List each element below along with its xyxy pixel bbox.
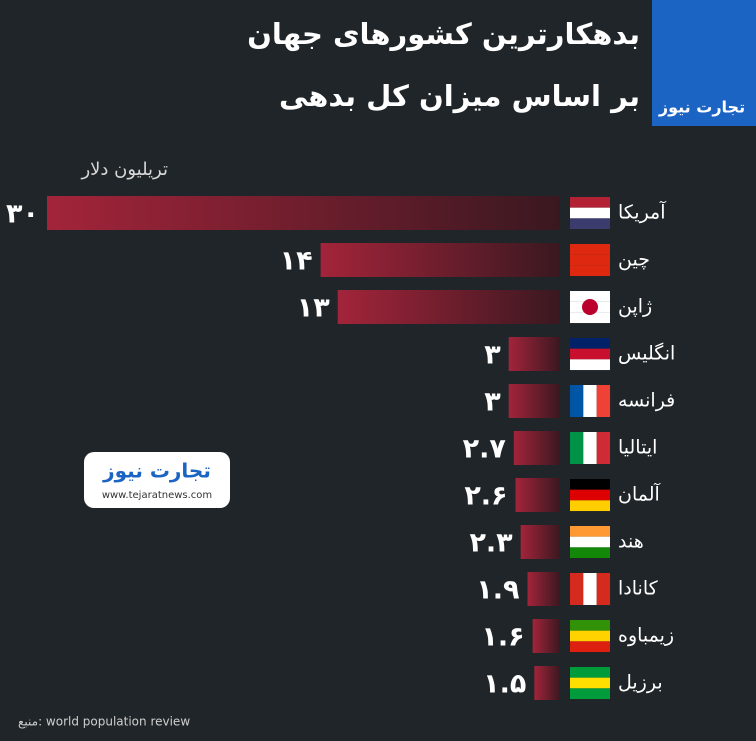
flag-stripe — [570, 207, 610, 219]
flag-stripe — [570, 244, 610, 255]
flag-stripe — [570, 479, 610, 490]
flag — [570, 432, 611, 464]
flag — [570, 244, 610, 277]
logo-card-bg — [84, 452, 230, 508]
flag-stripe — [570, 667, 610, 678]
flag-disc — [582, 299, 598, 315]
category-label: چین — [618, 249, 650, 271]
bar — [47, 196, 560, 230]
flag-stripe — [570, 500, 610, 512]
category-label: آمریکا — [618, 200, 666, 224]
flag-stripe — [570, 254, 610, 266]
unit-label: تریلیون دلار — [80, 159, 168, 180]
flag — [570, 338, 610, 371]
flag — [570, 526, 610, 559]
bar — [520, 525, 560, 559]
source: منبع: world population review — [18, 715, 190, 729]
flag-stripe — [570, 348, 610, 360]
flag — [570, 291, 610, 324]
category-label: ژاپن — [618, 296, 652, 318]
flag-stripe — [570, 359, 610, 371]
value-label: ۱.۵ — [483, 669, 526, 700]
logo-text: تجارت نیوز — [658, 98, 745, 117]
category-label: کانادا — [618, 578, 659, 600]
logo-card: تجارت نیوز www.tejaratnews.com — [84, 452, 230, 508]
flag-stripe — [570, 197, 610, 208]
flag-stripe — [570, 620, 610, 631]
flag — [570, 385, 611, 417]
flag — [570, 197, 610, 230]
flag-stripe — [583, 432, 597, 464]
value-label: ۲.۷ — [463, 434, 507, 465]
bar — [532, 619, 560, 653]
bar — [513, 431, 560, 465]
logo-card-site: www.tejaratnews.com — [102, 490, 212, 501]
flag-stripe — [570, 385, 584, 417]
bar — [320, 243, 560, 277]
flag — [570, 667, 610, 700]
flag-stripe — [570, 536, 610, 548]
category-label: انگلیس — [618, 342, 675, 365]
bar — [337, 290, 560, 324]
bar — [527, 572, 560, 606]
value-label: ۱۳ — [297, 293, 330, 324]
flag-stripe — [570, 630, 610, 642]
category-label: برزیل — [618, 672, 663, 694]
logo-box — [652, 0, 756, 126]
category-label: فرانسه — [618, 390, 675, 412]
value-label: ۲.۶ — [464, 481, 507, 512]
flag-stripe — [570, 312, 610, 324]
category-label: ایتالیا — [618, 437, 657, 459]
flag — [570, 620, 610, 653]
category-label: آلمان — [618, 482, 661, 506]
flag-stripe — [583, 385, 597, 417]
bar — [508, 384, 560, 418]
flag-stripe — [596, 573, 611, 605]
flag-stripe — [570, 265, 610, 277]
flag-stripe — [570, 573, 584, 605]
flag-stripe — [583, 573, 597, 605]
chart-title: بدهکارترین کشورهای جهان — [247, 17, 640, 51]
flag-stripe — [570, 547, 610, 559]
category-label: هند — [618, 531, 644, 553]
logo-card-name: تجارت نیوز — [102, 459, 211, 483]
value-label: ۱.۹ — [476, 575, 519, 606]
flag-stripe — [596, 432, 611, 464]
flag-stripe — [570, 218, 610, 230]
flag-stripe — [570, 641, 610, 653]
flag — [570, 573, 611, 605]
bar — [534, 666, 560, 700]
flag-stripe — [570, 432, 584, 464]
flag — [570, 479, 610, 512]
value-label: ۱.۶ — [481, 622, 524, 653]
flag-stripe — [570, 338, 610, 349]
bar — [508, 337, 560, 371]
flag-stripe — [570, 677, 610, 689]
flag-stripe — [570, 688, 610, 700]
value-label: ۱۴ — [280, 246, 313, 277]
flag-stripe — [570, 291, 610, 302]
value-label: ۳ — [484, 387, 501, 418]
flag-stripe — [570, 526, 610, 537]
flag-stripe — [570, 489, 610, 501]
value-label: ۳۰ — [6, 199, 39, 230]
value-label: ۲.۳ — [469, 528, 513, 559]
flag-stripe — [596, 385, 611, 417]
bar — [515, 478, 560, 512]
category-label: زیمباوه — [618, 625, 674, 647]
chart-subtitle: بر اساس میزان کل بدهی — [279, 79, 640, 113]
value-label: ۳ — [484, 340, 501, 371]
